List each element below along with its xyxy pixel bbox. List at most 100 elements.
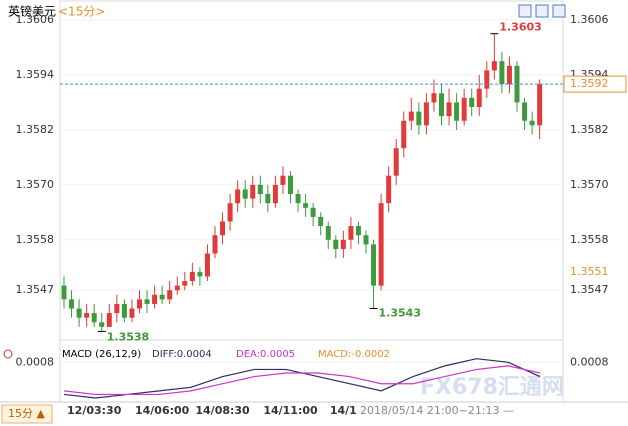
legend-label: DEA:0.0005	[236, 349, 295, 360]
y-tick-label: 1.3558	[16, 233, 55, 246]
y-tick-label-right: 1.3606	[570, 13, 609, 26]
candle-body	[431, 93, 437, 103]
candle-body	[378, 203, 384, 286]
x-tick-label: 14/08:30	[195, 404, 250, 417]
candle-body	[257, 184, 263, 195]
x-tick-label: 14/06:00	[135, 404, 190, 417]
tool-icon[interactable]	[552, 4, 566, 18]
macd-title: MACD (26,12,9)	[62, 349, 141, 360]
candle-body	[204, 253, 210, 277]
candle-body	[522, 102, 528, 121]
candle-body	[446, 102, 452, 117]
toolbar	[518, 4, 566, 18]
macd-label: MACD:-0.0002	[318, 349, 390, 360]
y-tick-label: 1.3582	[16, 123, 55, 136]
candle-body	[152, 294, 158, 304]
macd-line	[63, 365, 541, 396]
extreme-label: 1.3603	[499, 21, 541, 34]
watermark: FX678汇通网	[420, 375, 564, 400]
candle-body	[227, 203, 233, 222]
candle-body	[401, 120, 407, 149]
candle-body	[235, 189, 241, 204]
candle-body	[265, 194, 271, 204]
candle-body	[106, 313, 112, 327]
tool-icon[interactable]	[518, 4, 532, 18]
candle-body	[469, 97, 475, 107]
candle-body	[393, 148, 399, 176]
candle-body	[340, 239, 346, 249]
candle-body	[61, 285, 67, 300]
y-tick-label-right: 1.3582	[570, 123, 609, 136]
candle-body	[295, 194, 301, 204]
period-button-label[interactable]: 15分 ▲	[8, 407, 45, 420]
candle-body	[121, 303, 127, 318]
candle-body	[325, 226, 331, 240]
candle-body	[310, 207, 316, 217]
candle-body	[348, 226, 354, 240]
chart-title: 英镑美元	[8, 4, 56, 19]
candle-body	[197, 271, 203, 277]
x-tick-label: 14/1	[330, 404, 357, 417]
y-tick-label: 1.3570	[16, 178, 55, 191]
candle-body	[491, 61, 497, 71]
candle-body	[167, 290, 173, 300]
extreme-label: 1.3543	[379, 307, 421, 320]
y-tick-label-right: 1.3570	[570, 178, 609, 191]
y-tick-label: 1.3594	[16, 68, 55, 81]
candle-body	[355, 226, 361, 236]
last-price-label: 1.3592	[570, 77, 609, 90]
candle-body	[91, 313, 97, 323]
candle-body	[280, 175, 286, 185]
y-tick-label-right: 0.0008	[570, 355, 609, 368]
candle-body	[537, 84, 543, 126]
chart-subtitle: <15分>	[58, 5, 105, 19]
y-tick-label-right: 1.3547	[570, 283, 609, 296]
candle-body	[303, 203, 309, 208]
period-button[interactable]	[1, 404, 53, 424]
candle-body	[454, 102, 460, 121]
y-tick-label-right: 1.3558	[570, 233, 609, 246]
reference-price-label: 1.3551	[570, 265, 609, 278]
candle-body	[137, 299, 142, 309]
candle-body	[189, 271, 195, 282]
candle-body	[386, 175, 392, 204]
candle-body	[174, 285, 180, 291]
candle-body	[99, 322, 105, 327]
cursor-time: 2018/05/14 21:00~21:13 —	[360, 404, 514, 417]
candle-body	[212, 235, 218, 254]
candle-body	[288, 175, 293, 195]
candle-body	[371, 244, 377, 286]
candle-body	[272, 184, 278, 204]
candle-body	[333, 239, 339, 249]
candle-body	[476, 88, 482, 107]
candle-body	[423, 102, 429, 126]
tool-icon[interactable]	[535, 4, 549, 18]
candle-body	[129, 308, 135, 318]
settings-icon[interactable]	[3, 349, 13, 359]
candle-body	[506, 65, 512, 85]
y-tick-label: 1.3547	[16, 283, 55, 296]
candle-body	[159, 294, 165, 300]
x-tick-label: 14/11:00	[263, 404, 318, 417]
candle-body	[250, 184, 256, 199]
candle-body	[144, 299, 150, 304]
candle-body	[114, 303, 120, 314]
candle-body	[439, 93, 444, 117]
candle-body	[416, 111, 422, 126]
candle-body	[461, 97, 467, 121]
candle-body	[76, 308, 82, 318]
candle-body	[242, 189, 248, 199]
reference-price-box	[564, 263, 626, 280]
candle-body	[529, 120, 535, 126]
legend-label: DIFF:0.0004	[152, 349, 212, 360]
candle-body	[318, 216, 324, 227]
candle-body	[408, 111, 414, 121]
y-tick-label: 1.3606	[16, 13, 55, 26]
last-price-box	[563, 75, 627, 93]
candle-body	[363, 235, 369, 245]
candle-body	[84, 313, 90, 318]
y-tick-label: 0.0008	[16, 355, 55, 368]
extreme-label: 1.3538	[107, 330, 149, 343]
x-tick-label: 12/03:30	[67, 404, 122, 417]
